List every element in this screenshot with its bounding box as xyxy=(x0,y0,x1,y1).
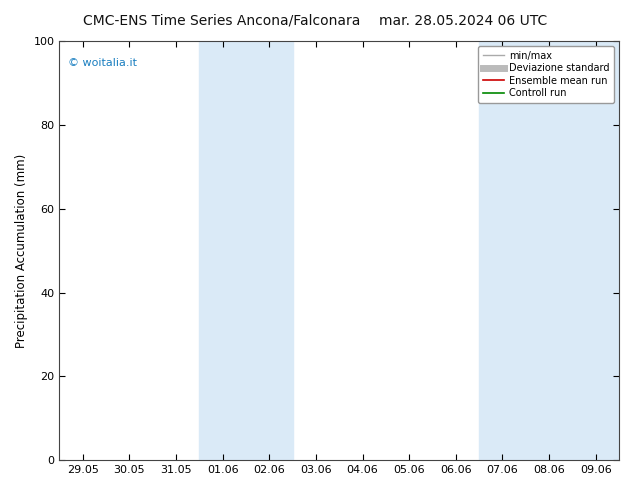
Text: CMC-ENS Time Series Ancona/Falconara: CMC-ENS Time Series Ancona/Falconara xyxy=(83,14,361,28)
Bar xyxy=(199,41,292,460)
Bar xyxy=(479,41,619,460)
Text: mar. 28.05.2024 06 UTC: mar. 28.05.2024 06 UTC xyxy=(378,14,547,28)
Y-axis label: Precipitation Accumulation (mm): Precipitation Accumulation (mm) xyxy=(15,153,28,348)
Text: © woitalia.it: © woitalia.it xyxy=(68,58,137,68)
Legend: min/max, Deviazione standard, Ensemble mean run, Controll run: min/max, Deviazione standard, Ensemble m… xyxy=(477,46,614,103)
